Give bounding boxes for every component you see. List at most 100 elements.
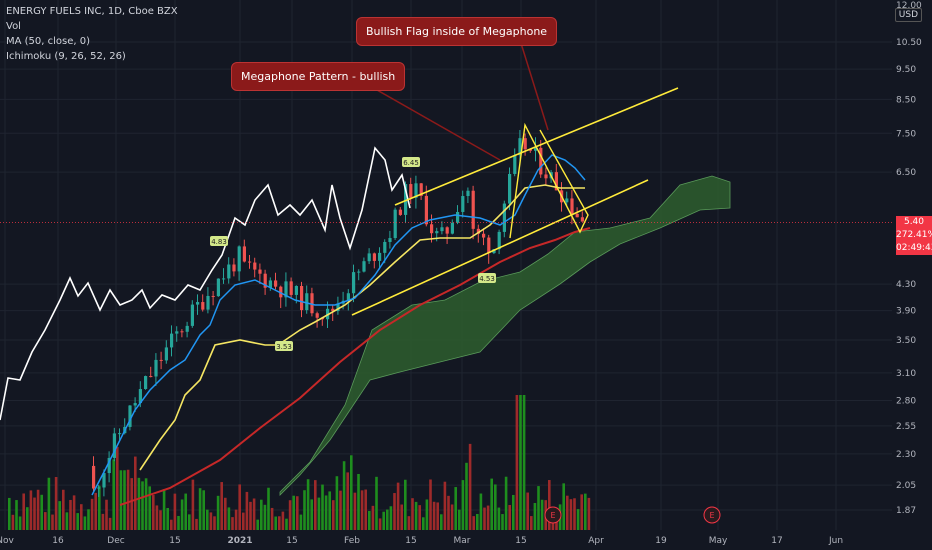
legend-ichimoku[interactable]: Ichimoku (9, 26, 52, 26): [6, 51, 126, 62]
volume-bar: [562, 483, 565, 530]
candle-body: [185, 325, 189, 332]
volume-bar: [296, 496, 299, 530]
candle-body: [471, 190, 475, 229]
callout-flag[interactable]: Bullish Flag inside of Megaphone: [356, 17, 558, 46]
x-tick-label: Dec: [107, 536, 124, 546]
x-tick-label: 16: [52, 536, 64, 546]
candle-body: [554, 172, 558, 191]
candle-body: [112, 433, 116, 458]
earnings-marker-label: E: [550, 511, 555, 520]
volume-bar: [94, 492, 97, 530]
candle-body: [196, 302, 200, 305]
volume-bar: [299, 514, 303, 530]
candle-body: [487, 237, 491, 254]
volume-bar: [90, 498, 94, 530]
volume-bar: [429, 479, 432, 530]
volume-bar: [162, 489, 166, 530]
volume-bar: [177, 515, 180, 530]
callout-megaphone-pointer: [369, 85, 501, 161]
point-label-box: [402, 157, 420, 167]
candle-body: [565, 198, 569, 203]
x-tick-label: 19: [655, 536, 667, 546]
legend-vol[interactable]: Vol: [6, 21, 21, 32]
x-tick-label: 15: [169, 536, 180, 546]
volume-bar: [281, 511, 285, 530]
volume-bar: [422, 517, 425, 530]
volume-bar: [206, 509, 209, 530]
currency-badge[interactable]: USD: [894, 8, 922, 22]
volume-bar: [180, 499, 184, 530]
candle-body: [201, 302, 205, 310]
candle-body: [102, 473, 106, 488]
volume-bar: [587, 497, 591, 530]
x-tick-label: Apr: [588, 536, 604, 546]
volume-bar: [126, 469, 130, 530]
ma50-line: [119, 227, 591, 506]
volume-bar: [342, 461, 346, 530]
volume-bar: [501, 514, 504, 530]
volume-bar: [198, 488, 202, 530]
candle-body: [258, 269, 262, 274]
candle-body: [242, 246, 246, 262]
x-tick-label: 15: [405, 536, 416, 546]
candle-body: [476, 228, 480, 234]
candle-body: [357, 271, 361, 273]
volume-bar: [87, 509, 90, 530]
candle-body: [456, 211, 460, 223]
volume-bar: [188, 514, 191, 530]
volume-bar: [195, 518, 198, 530]
volume-bar: [242, 512, 245, 530]
x-tick-label: 17: [771, 536, 782, 546]
legend-title: ENERGY FUELS INC, 1D, Cboe BZX: [6, 6, 178, 17]
volume-bar: [328, 491, 331, 530]
volume-bar: [324, 495, 328, 530]
volume-bar: [224, 497, 227, 530]
volume-bar: [450, 504, 454, 530]
candle-body: [268, 280, 272, 288]
volume-bar: [155, 505, 159, 530]
volume-bar: [15, 500, 18, 530]
volume-bar: [83, 516, 87, 530]
volume-bar: [476, 513, 479, 530]
volume-bar: [101, 513, 105, 530]
volume-bar: [148, 486, 151, 530]
volume-bar: [58, 501, 61, 530]
volume-bar: [490, 478, 493, 530]
volume-bar: [504, 476, 508, 530]
candle-body: [445, 227, 449, 234]
callout-megaphone[interactable]: Megaphone Pattern - bullish: [231, 62, 406, 91]
volume-bar: [533, 503, 537, 530]
volume-bar: [69, 499, 72, 530]
candle-body: [331, 308, 335, 312]
candle-body: [164, 347, 168, 361]
candle-body: [289, 281, 293, 295]
candle-body: [398, 209, 402, 215]
volume-bar: [548, 480, 551, 530]
candle-body: [414, 183, 418, 198]
candle-body: [528, 149, 532, 151]
volume-bar: [144, 478, 148, 530]
volume-bar: [371, 505, 375, 530]
legend-ma[interactable]: MA (50, close, 0): [6, 36, 91, 47]
candle-body: [383, 241, 387, 253]
volume-bar: [130, 478, 133, 530]
volume-bar: [249, 501, 252, 530]
volume-bar: [202, 490, 205, 530]
candle-body: [149, 376, 153, 378]
x-tick-label: Nov: [0, 536, 14, 546]
volume-bar: [465, 462, 468, 530]
candle-body: [315, 313, 319, 318]
volume-bar: [54, 476, 58, 530]
ichimoku-cloud: [279, 175, 731, 496]
y-tick-label: 6.50: [896, 168, 916, 178]
volume-bar: [238, 484, 241, 530]
volume-bar: [72, 495, 76, 530]
volume-bar: [555, 517, 558, 530]
point-label: 4.83: [211, 238, 227, 246]
y-tick-label: 2.55: [896, 422, 916, 432]
candle-body: [128, 405, 132, 427]
candle-body: [284, 281, 288, 298]
earnings-marker-label: E: [709, 511, 714, 520]
volume-bar: [22, 493, 25, 530]
